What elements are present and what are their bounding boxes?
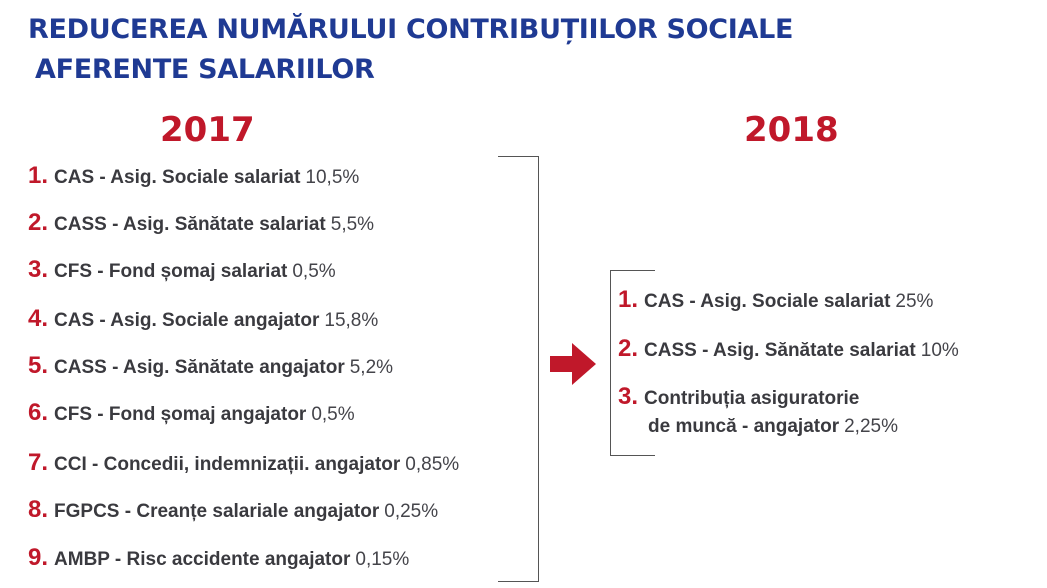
list-item: 8. FGPCS - Creanțe salariale angajator 0,2… <box>28 496 438 526</box>
item-value: 0,5% <box>292 261 336 282</box>
item-value: 10,5% <box>305 167 360 188</box>
bracket-2017 <box>498 156 539 582</box>
item-number: 8. <box>28 496 49 523</box>
item-value: 2,25% <box>844 416 898 437</box>
item-value: 10% <box>920 340 959 361</box>
item-number: 9. <box>28 544 49 571</box>
list-item: 1. CAS - Asig. Sociale salariat 25% <box>618 286 933 316</box>
item-value: 0,15% <box>355 549 410 570</box>
item-value: 0,85% <box>405 454 460 475</box>
list-item: 2. CASS - Asig. Sănătate salariat 10% <box>618 335 959 365</box>
item-label: de muncă - angajator <box>648 416 840 437</box>
item-label: CASS - Asig. Sănătate salariat <box>54 214 326 235</box>
item-number: 6. <box>28 399 49 426</box>
title-line-1: REDUCEREA NUMĂRULUI CONTRIBUȚIILOR SOCIA… <box>28 14 794 45</box>
item-value: 25% <box>895 291 934 312</box>
item-number: 3. <box>618 383 639 410</box>
item-number: 2. <box>28 209 49 236</box>
item-number: 1. <box>618 286 639 313</box>
item-label: CFS - Fond șomaj angajator <box>54 404 307 425</box>
item-label: CAS - Asig. Sociale angajator <box>54 310 320 331</box>
item-value: 0,25% <box>384 501 439 522</box>
item-label: CAS - Asig. Sociale salariat <box>54 167 301 188</box>
title-line-2: AFERENTE SALARIILOR <box>35 54 375 85</box>
list-item: 3. CFS - Fond șomaj salariat 0,5% <box>28 256 336 286</box>
list-item: 1. CAS - Asig. Sociale salariat 10,5% <box>28 162 359 192</box>
item-label: FGPCS - Creanțe salariale angajator <box>54 501 380 522</box>
item-number: 7. <box>28 449 49 476</box>
item-label: CCI - Concedii, indemnizații. angajator <box>54 454 401 475</box>
item-label: CASS - Asig. Sănătate salariat <box>644 340 916 361</box>
item-label: CASS - Asig. Sănătate angajator <box>54 357 345 378</box>
item-number: 4. <box>28 305 49 332</box>
list-item: 4. CAS - Asig. Sociale angajator 15,8% <box>28 305 378 335</box>
item-label: CFS - Fond șomaj salariat <box>54 261 288 282</box>
item-label: CAS - Asig. Sociale salariat <box>644 291 891 312</box>
list-item: 3. Contribuția asiguratorie de muncă - an… <box>618 383 898 441</box>
list-item: 6. CFS - Fond șomaj angajator 0,5% <box>28 399 355 429</box>
list-item: 2. CASS - Asig. Sănătate salariat 5,5% <box>28 209 374 239</box>
item-label: AMBP - Risc accidente angajator <box>54 549 351 570</box>
item-value: 5,2% <box>349 357 394 378</box>
item-label: Contribuția asiguratorie <box>644 388 860 409</box>
list-item: 7. CCI - Concedii, indemnizații. angajato… <box>28 449 459 479</box>
item-value: 0,5% <box>311 404 355 425</box>
year-2018-heading: 2018 <box>744 110 839 150</box>
list-item: 9. AMBP - Risc accidente angajator 0,15% <box>28 544 409 574</box>
contributions-2017-list: 1. CAS - Asig. Sociale salariat 10,5% 2. CA… <box>28 162 548 582</box>
item-number: 3. <box>28 256 49 283</box>
item-value: 5,5% <box>330 214 375 235</box>
page-title: REDUCEREA NUMĂRULUI CONTRIBUȚIILOR SOCIA… <box>28 10 794 90</box>
contributions-2018-list: 1. CAS - Asig. Sociale salariat 25% 2. CASS… <box>618 286 1038 446</box>
bracket-2018 <box>610 270 655 456</box>
item-number: 5. <box>28 352 49 379</box>
item-number: 2. <box>618 335 639 362</box>
arrow-right-icon <box>550 343 596 385</box>
list-item: 5. CASS - Asig. Sănătate angajator 5,2% <box>28 352 393 382</box>
year-2017-heading: 2017 <box>160 110 255 150</box>
item-label-continued: de muncă - angajator 2,25% <box>618 413 898 441</box>
item-number: 1. <box>28 162 49 189</box>
item-value: 15,8% <box>324 310 379 331</box>
